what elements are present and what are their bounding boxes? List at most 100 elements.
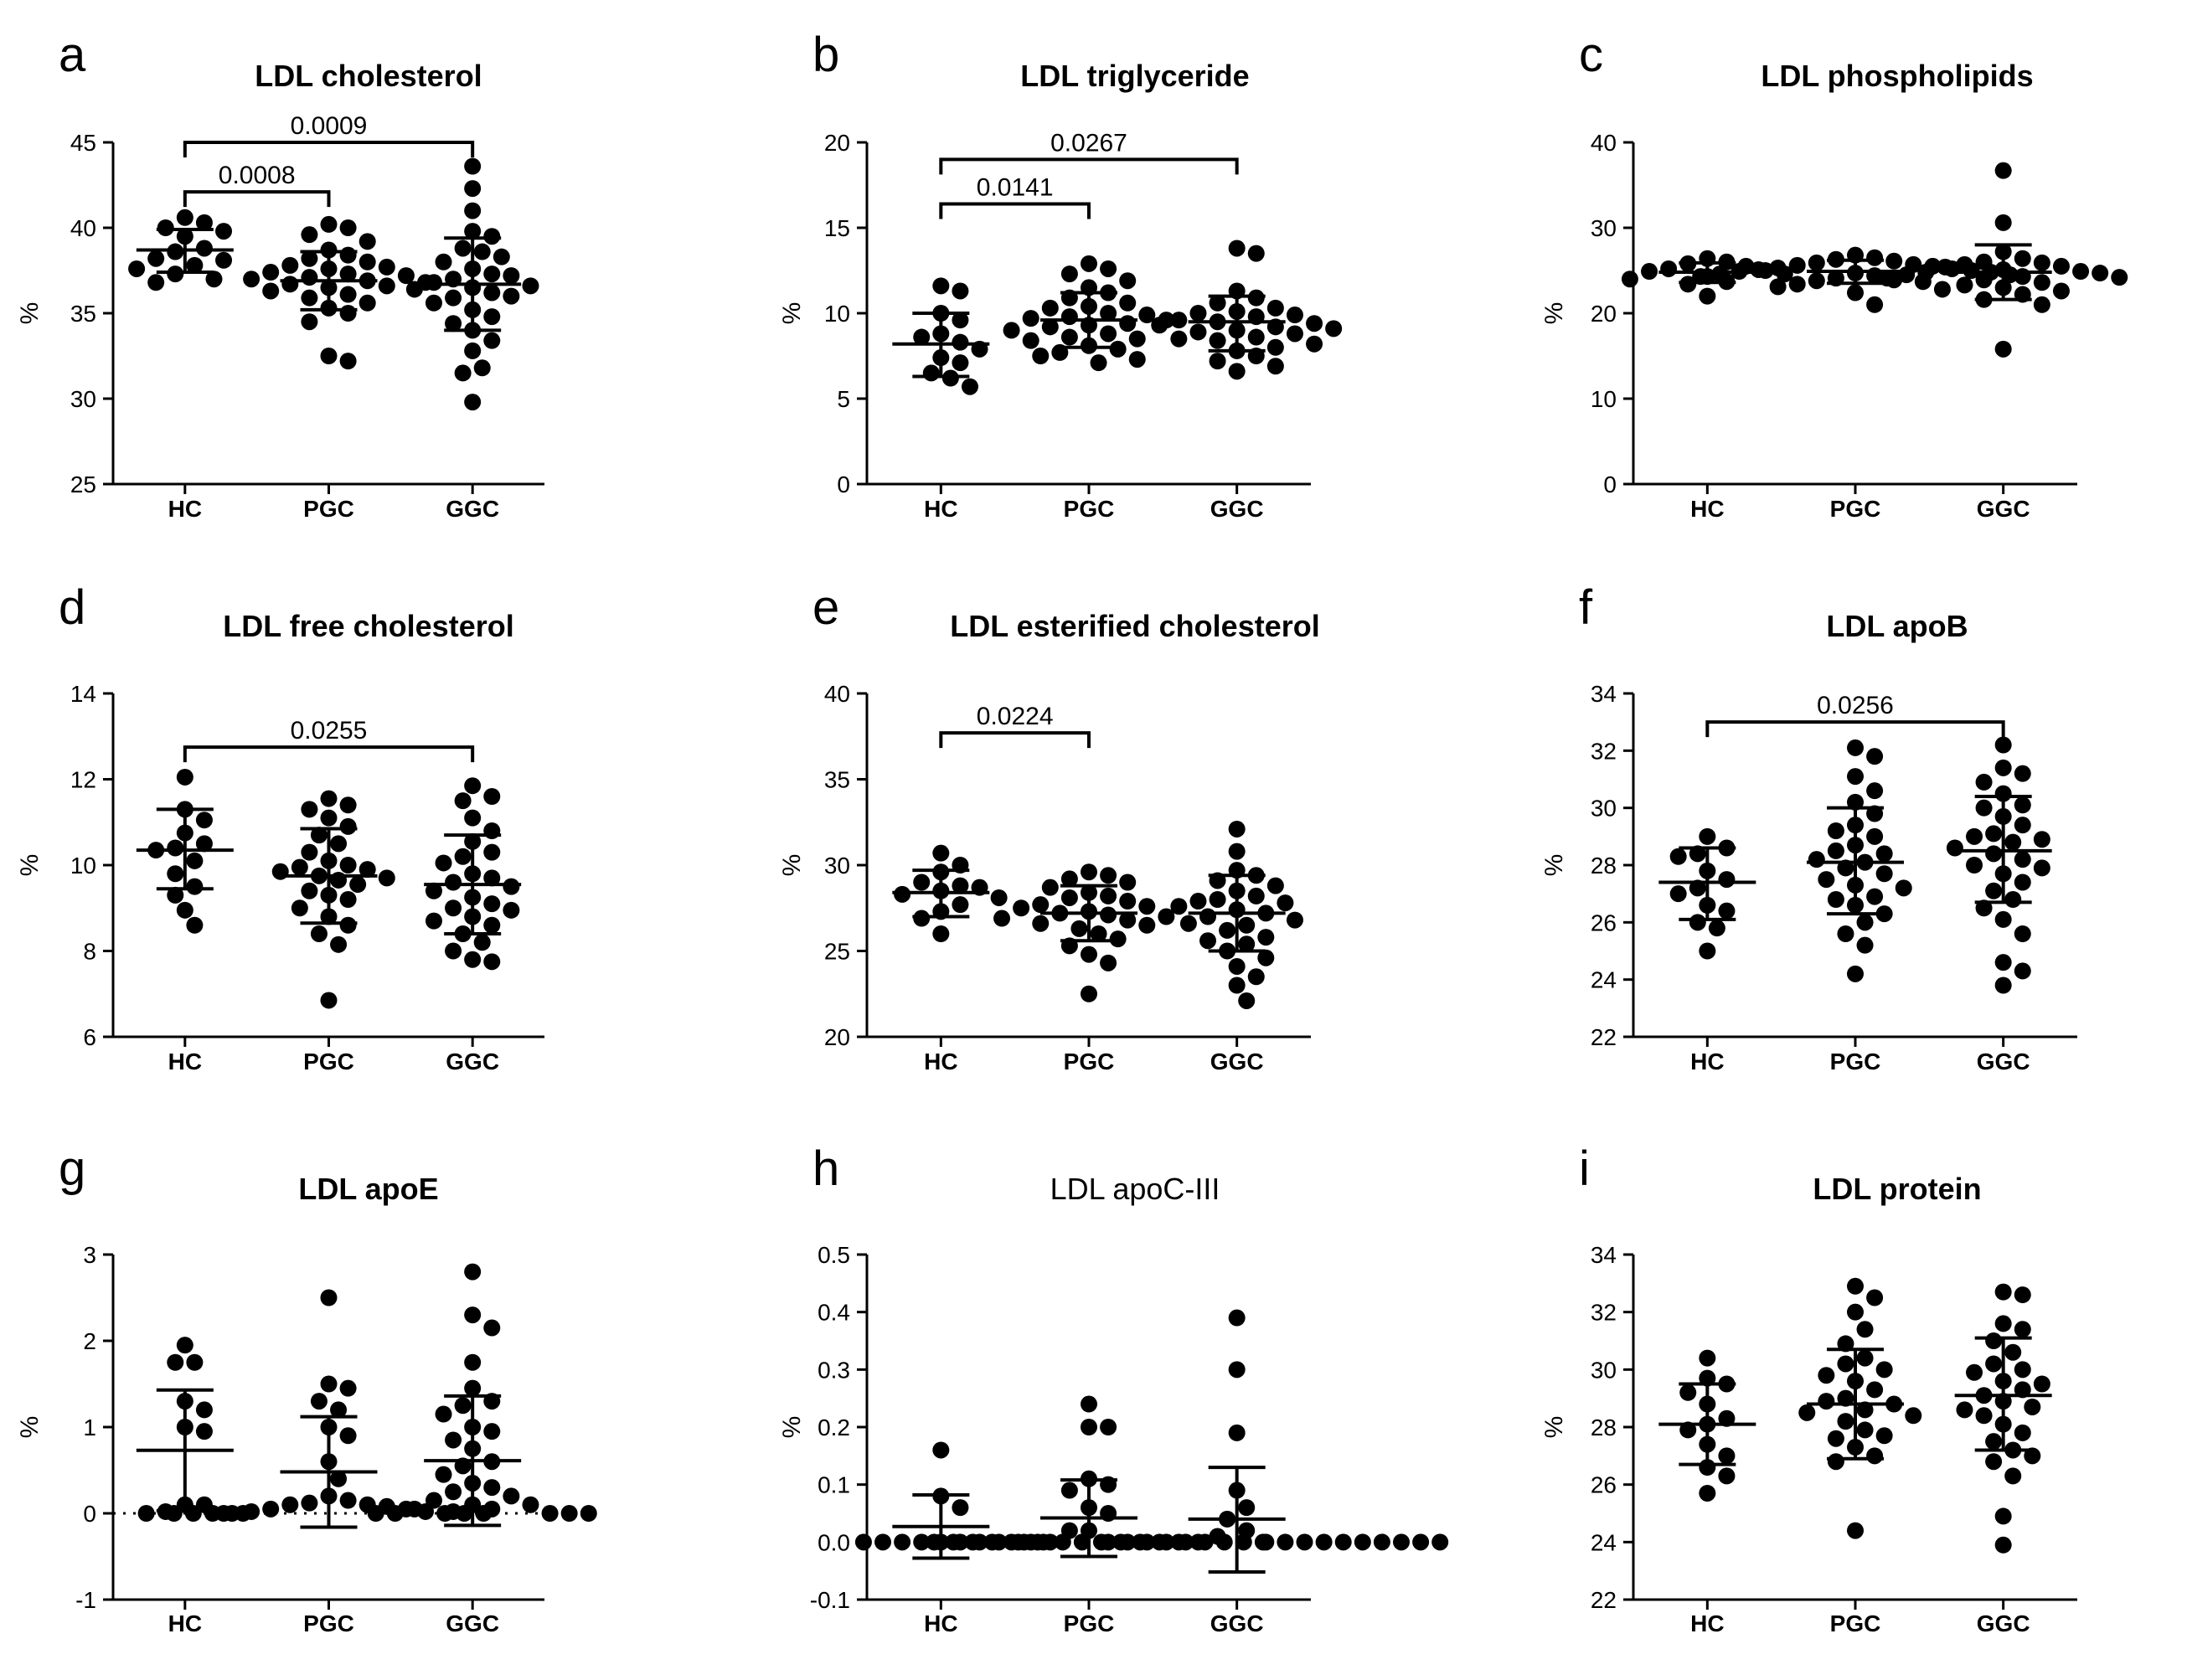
data-point-ggc [454,240,472,257]
data-point-ggc [1228,1424,1246,1441]
data-point-ggc [2014,873,2031,891]
data-point-pgc [1158,908,1175,925]
data-point-pgc [1032,915,1050,932]
chart-title: LDL phospholipids [1761,59,2033,93]
x-tick-label: GGC [446,1610,499,1636]
data-point-ggc [1170,1533,1188,1551]
data-point-pgc [1100,954,1117,971]
data-point-ggc [464,777,482,795]
y-tick-label: 28 [1591,1415,1617,1440]
data-point-hc [941,369,959,387]
data-point-ggc [445,873,462,891]
y-tick-label: 6 [83,1024,96,1050]
data-point-ggc [445,1483,462,1501]
data-point-pgc [1808,254,1825,271]
x-tick-label: PGC [303,496,354,522]
data-point-ggc [1199,932,1217,950]
data-point-ggc [2004,833,2022,851]
data-point-hc [952,877,969,894]
data-point-ggc [1393,1533,1411,1551]
data-point-pgc [1837,1413,1854,1430]
data-point-ggc [1966,827,1983,845]
data-point-pgc [320,992,338,1009]
x-tick-label: GGC [1977,1049,2030,1074]
x-tick-label: PGC [1064,1049,1115,1074]
data-point-ggc [1189,893,1207,910]
data-point-pgc [1866,1289,1884,1306]
data-point-pgc [1847,1303,1864,1321]
data-point-ggc [483,788,501,805]
data-point-ggc [2014,1321,2031,1338]
data-point-hc [1718,871,1736,889]
data-point-ggc [367,1505,384,1522]
panel-i: i LDL protein% 22 24 26 28 30 32 34 HC PGC GGC [1540,1141,2077,1636]
y-tick-label: 14 [70,681,96,707]
data-point-pgc [184,1505,202,1522]
y-tick-label: 40 [824,681,850,707]
data-point-hc [186,852,204,869]
data-point-ggc [1228,240,1246,257]
data-point-pgc [1827,842,1844,859]
significance-bracket [939,731,1091,749]
data-point-pgc [1856,936,1874,954]
data-point-pgc [1750,260,1767,278]
data-point-pgc [339,1427,357,1445]
data-point-pgc [165,1505,183,1522]
p-value-label: 0.0224 [977,703,1054,730]
data-point-ggc [1917,264,1935,281]
chart-title: LDL esterified cholesterol [950,609,1319,643]
data-point-pgc [1847,284,1864,301]
data-point-ggc [1170,330,1188,348]
x-tick-label: GGC [1210,496,1264,522]
data-point-pgc [358,294,376,312]
data-point-ggc [445,289,462,307]
data-point-ggc [435,854,452,872]
data-point-ggc [2014,851,2031,868]
data-point-pgc [1875,1361,1893,1379]
data-point-ggc [1985,1332,2003,1349]
data-point-ggc [1994,1315,2012,1332]
data-point-ggc [1247,328,1265,346]
data-point-hc [952,312,969,329]
data-point-pgc [1847,965,1864,982]
data-point-ggc [1228,1309,1246,1327]
data-point-hc [176,1337,193,1354]
data-point-pgc [281,276,299,293]
data-point-pgc [1875,845,1893,863]
data-point-ggc [483,895,501,913]
data-point-pgc [339,219,357,236]
data-point-ggc [1286,325,1303,343]
data-point-pgc [1138,898,1156,915]
y-tick-label: 5 [837,386,850,412]
data-point-pgc [1090,354,1107,372]
data-point-ggc [1209,294,1226,312]
data-point-pgc [1100,887,1117,904]
data-point-pgc [1081,255,1097,272]
data-point-pgc [301,1494,318,1512]
data-point-ggc [1170,898,1188,915]
data-point-hc [1708,920,1725,937]
data-point-ggc [2014,962,2031,980]
data-point-hc [913,910,931,927]
data-point-pgc [378,869,395,887]
data-point-hc [894,885,911,903]
panel-letter: e [812,580,839,635]
data-point-pgc [301,289,318,307]
data-point-pgc [339,796,357,814]
data-point-pgc [224,1505,240,1522]
data-point-hc [894,1533,911,1551]
data-point-ggc [1151,317,1168,334]
data-point-hc [854,1533,872,1551]
data-point-pgc [358,233,376,250]
data-point-hc [137,1505,155,1522]
data-point-ggc [2014,796,2031,814]
data-point-ggc [1994,954,2012,971]
data-point-ggc [464,342,482,359]
data-point-pgc [1119,893,1137,910]
data-point-ggc [464,1379,482,1397]
panel-a: a LDL cholesterol% 25 30 35 40 45 HC PGC GGC 0.000… [16,28,544,522]
data-point-ggc [1937,258,1954,276]
data-point-pgc [291,858,308,876]
y-tick-label: 30 [1591,796,1617,822]
data-point-ggc [435,253,452,271]
